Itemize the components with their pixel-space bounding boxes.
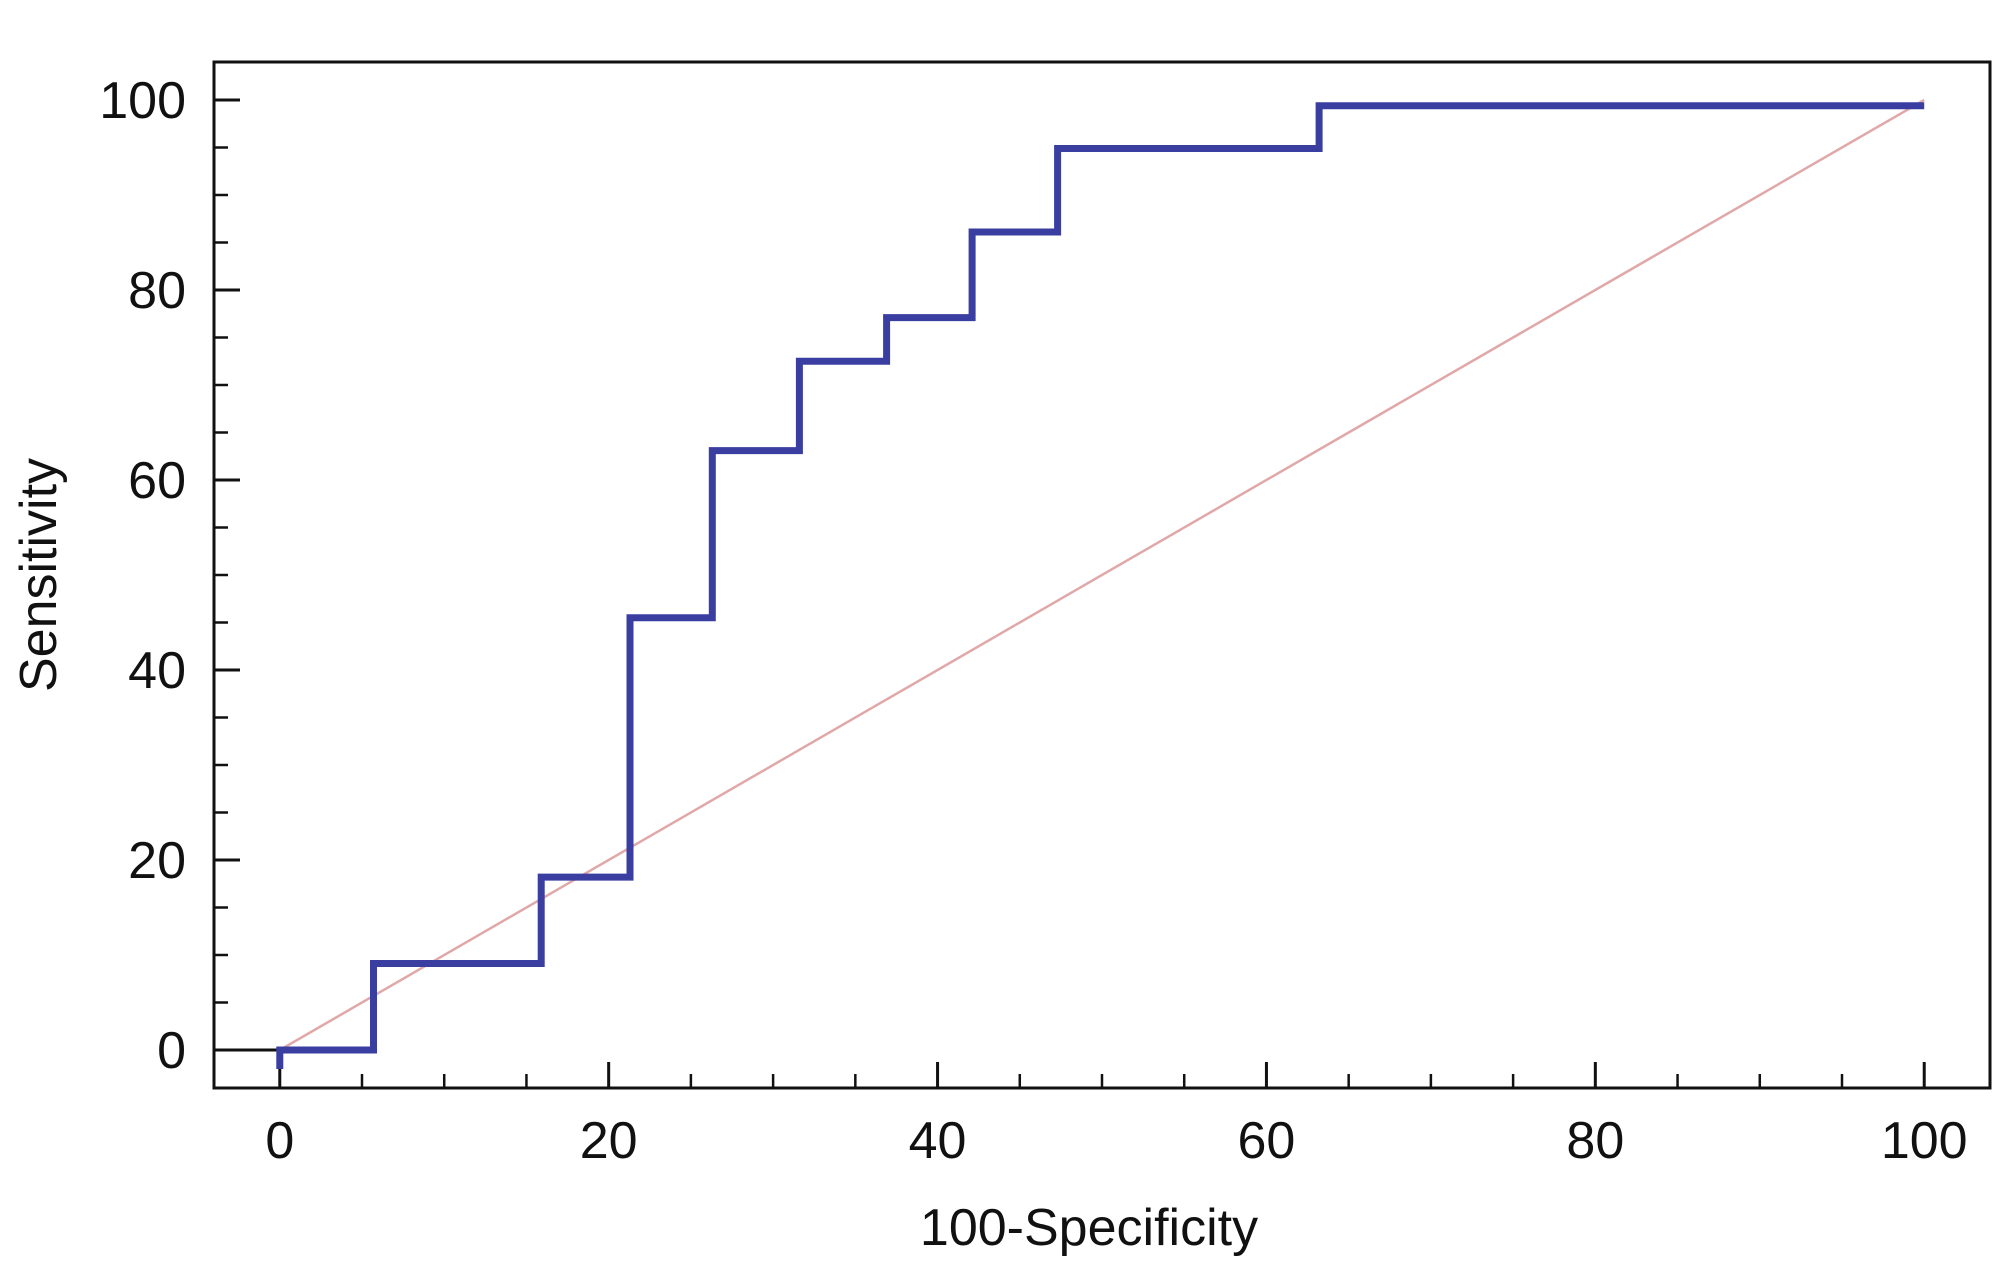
x-tick-label: 40 <box>909 1112 967 1170</box>
x-tick-label: 80 <box>1566 1112 1624 1170</box>
y-tick-label: 100 <box>99 72 186 130</box>
x-tick-label: 0 <box>265 1112 294 1170</box>
y-tick-label: 60 <box>128 452 186 510</box>
x-tick-label: 60 <box>1238 1112 1296 1170</box>
x-tick-label: 100 <box>1881 1112 1968 1170</box>
tick-labels: 0 20 40 60 80 100 0 20 40 60 80 100 <box>99 72 1967 1170</box>
x-tick-label: 20 <box>580 1112 638 1170</box>
roc-curve-line <box>276 102 1925 1069</box>
y-tick-label: 0 <box>157 1022 186 1080</box>
reference-diagonal-line <box>279 98 1925 1052</box>
y-tick-label: 40 <box>128 642 186 700</box>
y-axis-title: Sensitivity <box>10 458 68 692</box>
x-axis-title: 100-Specificity <box>920 1199 1258 1257</box>
minor-ticks <box>214 146 1844 1088</box>
y-tick-label: 80 <box>128 262 186 320</box>
y-tick-label: 20 <box>128 832 186 890</box>
